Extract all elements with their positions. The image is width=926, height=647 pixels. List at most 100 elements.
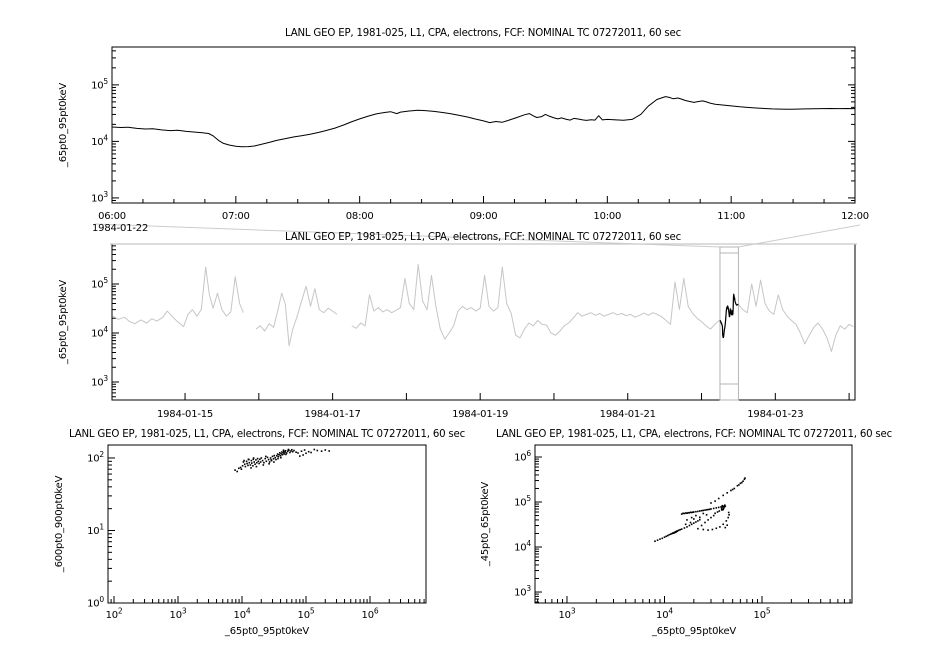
scatter_bottom_left-point: [240, 468, 243, 470]
scatter_bottom_left-point: [239, 466, 242, 469]
y-tick-label: 104: [514, 539, 531, 554]
bottom-left-plot-xlabel: _65pt0_95pt0keV: [224, 626, 309, 637]
scatter_bottom_right-point: [722, 508, 724, 511]
scatter_bottom_left-point: [324, 449, 327, 451]
scatter_bottom_left-point: [289, 451, 291, 454]
scatter_bottom_right-point: [724, 504, 726, 506]
scatter_bottom_left-point: [284, 449, 287, 452]
scatter_bottom_right-point: [697, 527, 699, 530]
scatter_bottom_left-point: [268, 461, 271, 463]
scatter_bottom_right-point: [687, 511, 689, 514]
scatter_bottom_right-point: [739, 482, 742, 485]
scatter_bottom_right-point: [724, 526, 727, 529]
scatter_bottom_left-point: [299, 455, 301, 457]
scatter_bottom_left-point: [243, 459, 245, 462]
scatter_bottom_right-point: [720, 506, 722, 508]
y-tick-label: 105: [91, 77, 108, 92]
scatter_bottom_right-point: [654, 540, 656, 542]
middle-plot-ylabel: _65pt0_95pt0keV: [58, 280, 69, 365]
scatter_bottom_right-point: [680, 528, 683, 530]
scatter_bottom_right-point: [667, 534, 669, 537]
scatter_bottom_left-point: [245, 460, 248, 463]
scatter_bottom_right-point: [686, 526, 688, 528]
bottom-left-plot-title: LANL GEO EP, 1981-025, L1, CPA, electron…: [69, 429, 465, 440]
scatter_bottom_left-point: [291, 450, 294, 453]
scatter_bottom_right-point: [715, 527, 718, 530]
scatter_bottom_right-point: [665, 535, 667, 538]
scatter_bottom_right-point: [683, 527, 686, 529]
scatter_bottom_left-point: [253, 461, 255, 463]
scatter_bottom_right-point: [697, 520, 699, 522]
scatter_bottom_right-point: [679, 528, 681, 531]
scatter_bottom_right-point: [717, 497, 720, 500]
scatter_bottom_right-point: [708, 508, 711, 511]
scatter_bottom_left-point: [307, 450, 310, 453]
scatter_bottom_left-point: [255, 459, 257, 461]
scatter_bottom_right-point: [707, 508, 709, 511]
scatter_bottom_right-point: [700, 524, 703, 527]
scatter_bottom_right-point: [686, 519, 688, 521]
bottom-right-plot-xlabel: _65pt0_95pt0keV: [651, 626, 736, 637]
scatter_bottom_left-point: [252, 458, 255, 461]
scatter_bottom_left-point: [248, 458, 250, 461]
x-tick-label: 105: [754, 607, 771, 622]
scatter_bottom_right-point: [720, 508, 723, 510]
scatter_bottom_right-point: [721, 506, 723, 509]
scatter_bottom_right-point: [743, 478, 746, 481]
scatter_bottom_left-point: [234, 469, 236, 471]
scatter_bottom_right-point: [668, 533, 671, 536]
scatter_bottom_left-point: [272, 458, 275, 460]
middle-series-highlight: [719, 293, 739, 339]
scatter_bottom_left-point: [264, 457, 266, 460]
scatter_bottom_left-point: [262, 464, 265, 466]
scatter_bottom_left-point: [282, 449, 285, 451]
scatter_bottom_right-point: [699, 518, 701, 521]
scatter_bottom_left-frame: [107, 444, 427, 604]
scatter_bottom_left-point: [251, 462, 253, 464]
scatter_bottom_right-point: [686, 512, 688, 514]
scatter_bottom_right-point: [722, 494, 724, 497]
scatter_bottom_right-point: [697, 510, 699, 513]
scatter_bottom_right-point: [676, 530, 679, 532]
scatter_bottom_right-point: [693, 511, 695, 513]
x-tick-label: 11:00: [717, 211, 745, 222]
scatter_bottom_right-point: [742, 480, 744, 482]
x-tick-label: 105: [298, 607, 315, 622]
scatter_bottom_right-frame: [534, 444, 853, 604]
y-tick-label: 103: [514, 584, 531, 599]
scatter_bottom_right-point: [689, 521, 692, 524]
scatter_bottom_left-point: [250, 467, 252, 469]
scatter_bottom_left-point: [247, 464, 249, 467]
scatter_bottom_right-point: [730, 489, 732, 492]
scatter_bottom_right-point: [733, 487, 736, 490]
scatter_bottom_right-point: [693, 518, 695, 520]
scatter_bottom_right-point: [690, 523, 693, 526]
x-tick-label: 1984-01-23: [747, 409, 803, 420]
bottom-right-plot-title: LANL GEO EP, 1981-025, L1, CPA, electron…: [496, 429, 892, 440]
scatter_bottom_left-point: [297, 452, 299, 454]
bottom-left-plot-ylabel: _600pt0_900pt0keV: [54, 475, 65, 573]
scatter_bottom_left-point: [249, 464, 252, 466]
scatter_bottom_right-point: [727, 511, 730, 514]
top-plot-ylabel: _65pt0_95pt0keV: [58, 83, 69, 168]
top_timeseries-frame: [111, 46, 856, 204]
scatter_bottom_right-point: [710, 516, 712, 519]
scatter_bottom_left-point: [252, 457, 255, 459]
scatter_bottom_right-point: [659, 538, 661, 540]
generated-data-layer: [111, 96, 856, 542]
middle-plot-title: LANL GEO EP, 1981-025, L1, CPA, electron…: [285, 232, 681, 243]
scatter_bottom_right-point: [683, 512, 686, 515]
scatter_bottom_left-point: [268, 463, 270, 465]
scatter_bottom_left-point: [259, 461, 262, 463]
scatter_bottom_left-point: [277, 455, 280, 458]
y-tick-label: 100: [87, 595, 104, 610]
scatter_bottom_right-point: [721, 504, 724, 507]
scatter_bottom_right-point: [711, 528, 714, 531]
scatter_bottom_left-point: [300, 450, 303, 452]
scatter_bottom_right-point: [715, 507, 718, 509]
y-tick-label: 104: [91, 133, 108, 148]
x-tick-label: 103: [559, 607, 576, 622]
scatter_bottom_right-point: [670, 533, 672, 535]
scatter_bottom_right-point: [680, 513, 683, 515]
